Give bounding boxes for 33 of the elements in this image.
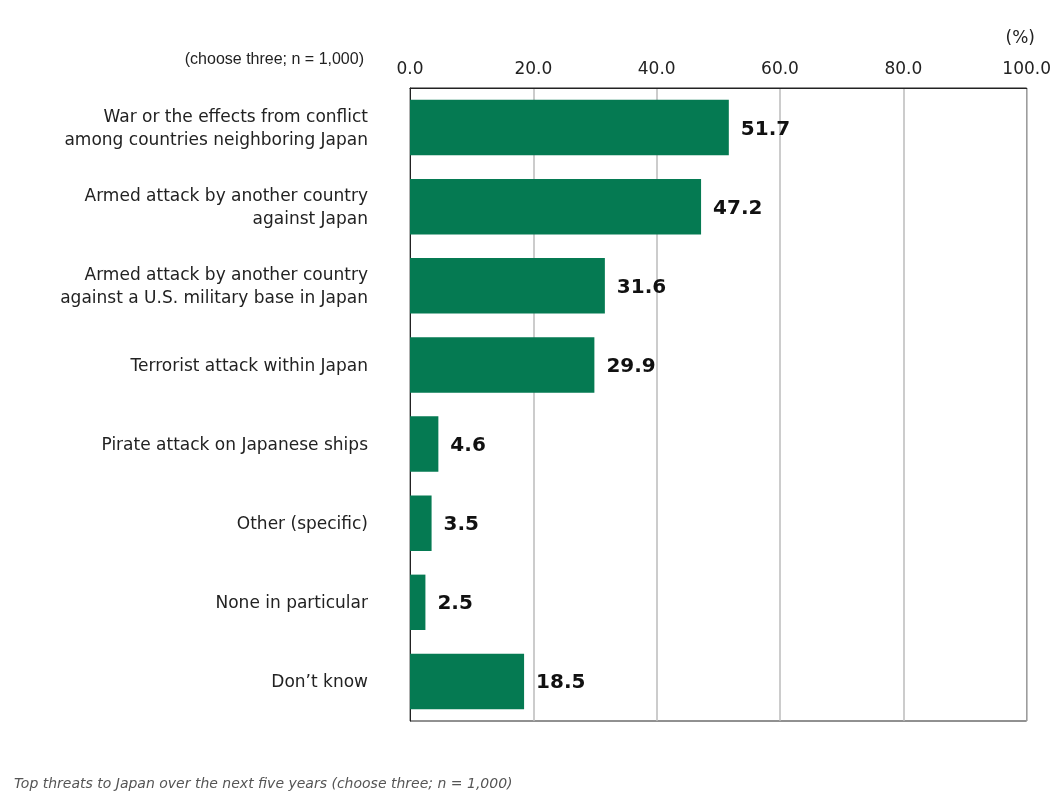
x-tick-label: 100.0 — [1002, 57, 1051, 78]
data-label: 51.7 — [740, 115, 791, 140]
bar — [410, 99, 729, 156]
data-label: 47.2 — [713, 194, 763, 219]
x-tick-label: 40.0 — [637, 57, 676, 78]
data-label: 3.5 — [443, 511, 480, 536]
text: (choose three; n = 1,000) — [184, 49, 365, 67]
data-label: 4.6 — [450, 432, 486, 457]
y-tick-label: Don’t know — [271, 671, 369, 692]
y-tick-label: Other (specific) — [236, 513, 368, 534]
data-label: 29.9 — [606, 352, 656, 377]
data-label: 18.5 — [536, 669, 586, 694]
y-tick-label: Pirate attack on Japanese ships — [101, 434, 369, 455]
y-tick-label: Terrorist attack within Japan — [129, 354, 368, 375]
bar — [410, 495, 432, 551]
bar — [410, 653, 525, 710]
x-tick-label: 0.0 — [396, 57, 424, 78]
y-tick-label: War or the effects from conflict among countries neighboring Japan — [64, 106, 369, 150]
bar — [410, 258, 605, 314]
x-axis-title: (%) — [1005, 26, 1035, 47]
text: Top threats to Japan over the next five years (choose three; n = 1,000) — [14, 775, 513, 791]
bar — [410, 574, 426, 631]
data-label: 31.6 — [616, 273, 667, 298]
x-tick-label: 80.0 — [884, 57, 923, 78]
x-tick-label: 60.0 — [761, 57, 799, 78]
y-tick-label: Armed attack by another country against Japan — [84, 185, 368, 229]
x-tick-label: 20.0 — [514, 57, 553, 78]
y-tick-label: None in particular — [215, 592, 368, 613]
bar — [410, 337, 595, 393]
bar — [410, 416, 439, 472]
data-label: 2.5 — [437, 590, 473, 615]
bar — [410, 178, 702, 235]
y-tick-label: Armed attack by another country against a U.S. military base in Japan — [60, 264, 368, 308]
